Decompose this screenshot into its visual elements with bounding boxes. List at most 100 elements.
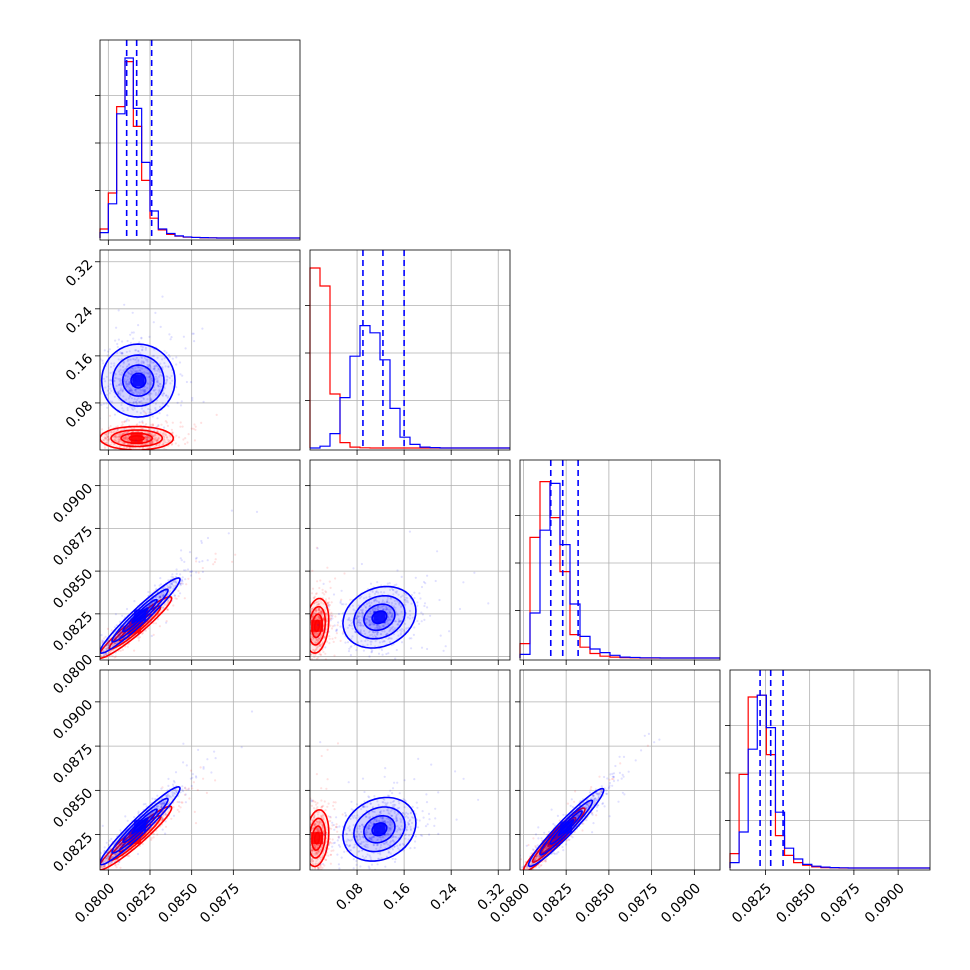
- red-point: [124, 438, 127, 441]
- blue-point: [120, 634, 123, 638]
- blue-point: [108, 854, 111, 857]
- red-point: [312, 653, 315, 656]
- red-point: [307, 662, 309, 664]
- blue-point: [24, 737, 26, 739]
- blue-point: [335, 630, 338, 633]
- blue-point: [358, 612, 361, 615]
- red-point: [171, 442, 174, 445]
- red-point: [318, 636, 321, 640]
- red-point: [92, 872, 94, 874]
- blue-point: [149, 617, 152, 621]
- blue-point: [119, 382, 122, 385]
- blue-point: [148, 411, 151, 414]
- red-point: [133, 451, 135, 453]
- red-point: [328, 642, 331, 645]
- blue-point: [377, 600, 380, 603]
- blue-point: [144, 348, 147, 351]
- red-point: [103, 865, 106, 868]
- blue-point: [180, 559, 183, 562]
- red-point: [325, 619, 328, 622]
- blue-point: [420, 620, 423, 623]
- red-point: [315, 646, 319, 649]
- red-point: [324, 590, 327, 593]
- blue-point: [354, 631, 357, 634]
- blue-point: [138, 421, 141, 424]
- red-point: [85, 649, 87, 651]
- blue-point: [89, 340, 91, 342]
- blue-point: [120, 403, 123, 407]
- blue-point: [143, 390, 146, 393]
- blue-point: [100, 392, 102, 395]
- red-point: [126, 456, 128, 458]
- red-point: [144, 438, 148, 441]
- blue-point: [448, 630, 451, 633]
- blue-point: [366, 618, 369, 621]
- red-point: [329, 617, 332, 621]
- red-point: [71, 884, 73, 886]
- blue-point: [352, 608, 355, 611]
- blue-point: [135, 370, 138, 373]
- blue-point: [146, 372, 149, 375]
- red-point: [334, 636, 337, 639]
- blue-point: [128, 389, 131, 392]
- red-point: [101, 865, 104, 868]
- red-point: [141, 421, 144, 424]
- blue-point: [119, 631, 122, 634]
- blue-point: [386, 601, 389, 604]
- blue-point: [141, 389, 144, 392]
- red-point: [156, 430, 159, 433]
- blue-point: [104, 856, 107, 859]
- red-point: [95, 438, 97, 440]
- blue-point: [110, 389, 113, 392]
- blue-point: [126, 407, 129, 410]
- blue-point: [162, 802, 165, 805]
- blue-point: [316, 636, 319, 639]
- red-point: [323, 593, 326, 596]
- blue-point: [126, 360, 129, 363]
- blue-point: [366, 618, 369, 621]
- blue-point: [213, 750, 216, 753]
- blue-point: [394, 606, 397, 609]
- blue-point: [169, 582, 172, 585]
- blue-point: [137, 350, 140, 353]
- red-point: [112, 455, 114, 457]
- red-point: [118, 433, 121, 436]
- red-point: [306, 633, 308, 635]
- red-point: [150, 440, 153, 444]
- red-point: [147, 428, 150, 431]
- red-point: [311, 648, 315, 651]
- blue-point: [400, 604, 403, 607]
- blue-point: [429, 614, 432, 617]
- blue-point: [388, 610, 391, 613]
- red-point: [306, 630, 308, 632]
- blue-point: [370, 640, 373, 643]
- red-point: [154, 444, 157, 447]
- blue-point: [121, 340, 124, 343]
- blue-point: [349, 646, 352, 649]
- blue-point: [163, 592, 166, 595]
- blue-point: [381, 661, 383, 663]
- red-point: [177, 589, 180, 593]
- blue-point: [71, 888, 73, 890]
- blue-point: [384, 622, 387, 626]
- blue-point: [167, 353, 170, 357]
- red-point: [106, 859, 109, 862]
- blue-point: [149, 604, 152, 607]
- red-point: [306, 654, 308, 656]
- red-point: [117, 863, 120, 866]
- blue-point: [368, 621, 371, 624]
- blue-point: [390, 601, 394, 605]
- blue-point: [102, 654, 105, 657]
- blue-point: [487, 602, 490, 605]
- blue-point: [157, 367, 161, 370]
- blue-point: [373, 606, 376, 610]
- red-point: [318, 644, 321, 647]
- blue-point: [382, 625, 385, 629]
- panel-frame: [99, 249, 301, 451]
- blue-point: [114, 613, 117, 616]
- blue-point: [390, 615, 393, 618]
- red-point: [95, 439, 97, 441]
- red-point: [145, 439, 148, 442]
- blue-point: [373, 599, 376, 602]
- blue-point: [369, 640, 372, 643]
